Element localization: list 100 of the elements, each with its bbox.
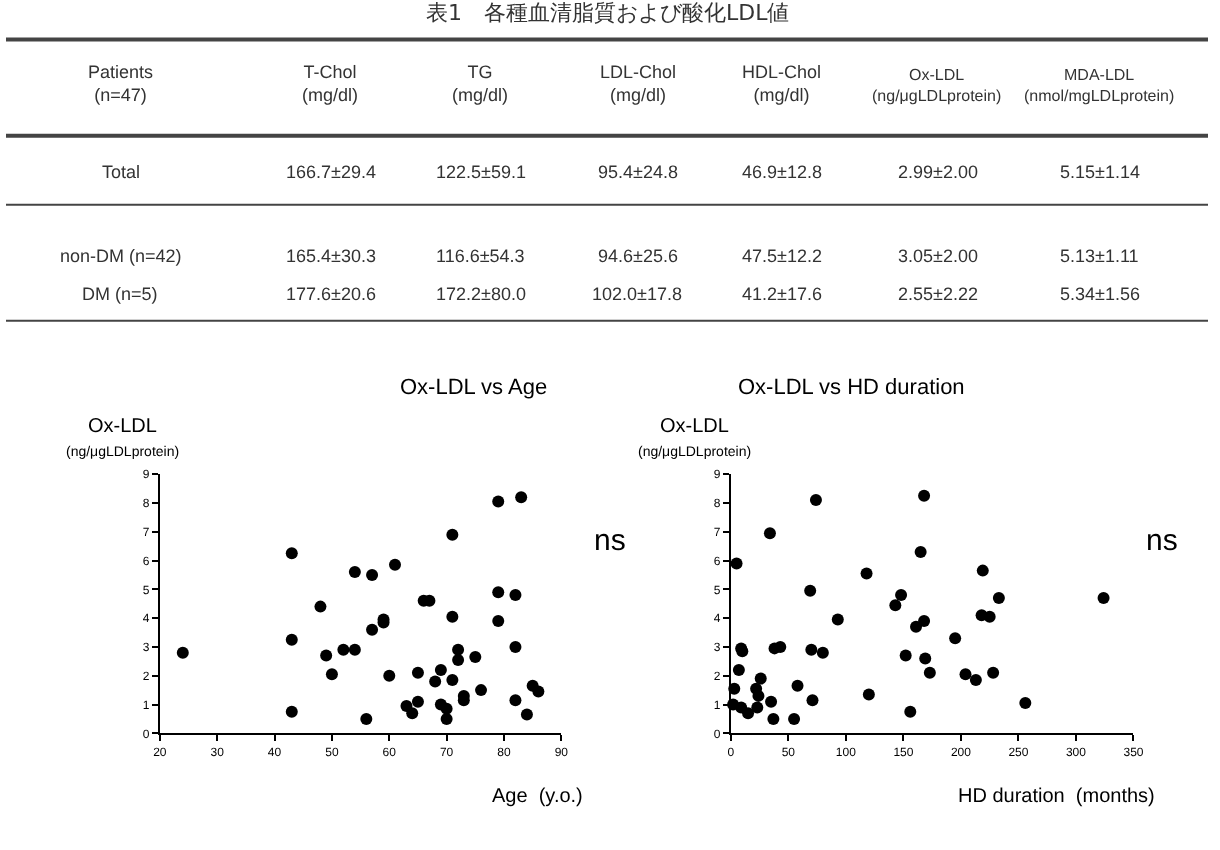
point (983, 610, 996, 623)
point (411, 695, 424, 708)
point (751, 701, 764, 714)
text: 5.34±1.56 (1060, 284, 1140, 304)
point (520, 708, 533, 721)
point (1019, 697, 1032, 710)
point (469, 651, 482, 664)
point (509, 694, 522, 707)
text: 102.0±17.8 (592, 284, 682, 304)
point (732, 663, 745, 676)
point (899, 649, 912, 662)
point (805, 643, 818, 656)
point (969, 674, 982, 687)
point (440, 712, 453, 725)
text: 5.15±1.14 (1060, 162, 1140, 182)
point (754, 672, 767, 685)
point (949, 632, 962, 645)
text: 172.2±80.0 (436, 284, 526, 304)
text: 3.05±2.00 (898, 246, 978, 266)
text: Total (102, 162, 141, 182)
text: 47.5±12.2 (742, 246, 822, 266)
text: T-Chol (mg/dl) (302, 62, 359, 106)
point (446, 610, 459, 623)
text: ns (1146, 524, 1178, 558)
text: 5.13±1.11 (1060, 246, 1139, 266)
point (509, 589, 522, 602)
point (446, 674, 459, 687)
text: Ox-LDL (ng/μgLDLprotein) (872, 66, 1002, 105)
point (389, 558, 401, 571)
text: non-DM (n=42) (60, 246, 182, 266)
x-axis-title: HD duration (months) (958, 786, 1155, 808)
point (918, 615, 931, 628)
point (348, 566, 361, 579)
point (314, 600, 327, 613)
text: 177.6±20.6 (286, 284, 376, 304)
point (411, 666, 424, 679)
point (366, 568, 379, 581)
point (804, 584, 817, 597)
text: 41.2±17.6 (742, 284, 822, 304)
text: TG (mg/dl) (452, 62, 509, 106)
chart-title: Ox-LDL vs Age (400, 376, 548, 400)
point (325, 668, 338, 681)
point (914, 545, 927, 558)
point (765, 695, 778, 708)
text: LDL-Chol (mg/dl) (600, 62, 677, 106)
point (831, 613, 844, 626)
point (889, 599, 902, 612)
chart-title: Ox-LDL vs HD duration (738, 376, 965, 400)
point (992, 591, 1005, 604)
point (446, 528, 459, 541)
point (492, 586, 505, 599)
point (532, 685, 545, 698)
point (806, 694, 819, 707)
point (337, 643, 350, 656)
text: 2.55±2.22 (898, 284, 978, 304)
text: 46.9±12.8 (742, 162, 822, 182)
point (1097, 591, 1110, 604)
x-axis-title: Age (y.o.) (492, 786, 583, 808)
point (774, 640, 787, 653)
point (509, 640, 522, 653)
point (475, 684, 488, 697)
point (742, 707, 755, 720)
point (348, 643, 361, 656)
point (429, 675, 442, 688)
point (862, 688, 875, 701)
text: 表1 各種血清脂質および酸化LDL値 (426, 0, 790, 26)
point (406, 707, 419, 720)
point (285, 547, 298, 560)
point (918, 489, 931, 502)
text: MDA-LDL (nmol/mgLDLprotein) (1024, 66, 1175, 105)
point (434, 663, 447, 676)
text: 116.6±54.3 (436, 246, 525, 266)
point (987, 666, 1000, 679)
point (860, 567, 873, 580)
point (360, 712, 373, 725)
point (383, 669, 396, 682)
point (809, 494, 822, 507)
text: 94.6±25.6 (598, 246, 678, 266)
point (959, 668, 972, 681)
text: 165.4±30.3 (286, 246, 376, 266)
text: 166.7±29.4 (286, 162, 376, 182)
text: Patients (n=47) (88, 62, 155, 106)
point (767, 712, 780, 725)
text: ns (594, 524, 626, 558)
point (452, 643, 465, 656)
point (788, 712, 801, 725)
point (923, 666, 936, 679)
point (515, 491, 528, 504)
point (366, 623, 379, 636)
point (904, 705, 917, 718)
point (492, 615, 505, 628)
point (976, 564, 989, 577)
text: DM (n=5) (82, 284, 158, 304)
point (791, 679, 804, 692)
point (910, 620, 923, 633)
text: 2.99±2.00 (898, 162, 978, 182)
point (816, 646, 829, 659)
point (285, 633, 298, 646)
point (176, 646, 189, 659)
point (320, 649, 333, 662)
